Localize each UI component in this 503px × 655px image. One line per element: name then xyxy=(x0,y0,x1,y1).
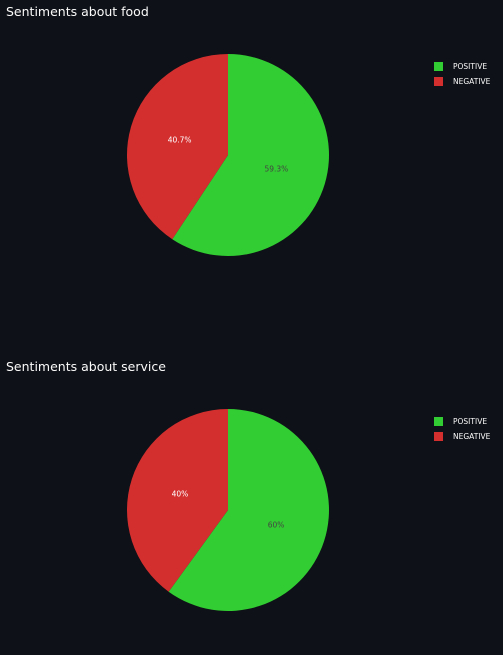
service-pie-chart: 60% 40% xyxy=(126,409,329,611)
chart-legend: POSITIVE NEGATIVE xyxy=(434,414,490,444)
legend-swatch-positive xyxy=(434,62,443,71)
legend-swatch-positive xyxy=(434,417,443,426)
pie-slice-positive[interactable] xyxy=(172,54,329,256)
pie-label-positive: 59.3% xyxy=(264,165,288,174)
pie-slice-positive[interactable] xyxy=(168,409,329,611)
pie-label-negative: 40.7% xyxy=(168,135,192,144)
service-sentiment-panel: Sentiments about service 60% 40% POSITIVE… xyxy=(0,355,503,655)
chart-title: Sentiments about food xyxy=(6,4,149,19)
food-pie-chart: 59.3% 40.7% xyxy=(126,54,329,256)
legend-swatch-negative xyxy=(434,77,443,86)
chart-title: Sentiments about service xyxy=(6,359,166,374)
legend-label-positive: POSITIVE xyxy=(453,417,488,426)
legend-item-negative[interactable]: NEGATIVE xyxy=(434,74,490,89)
legend-swatch-negative xyxy=(434,432,443,441)
legend-item-positive[interactable]: POSITIVE xyxy=(434,59,490,74)
pie-label-positive: 60% xyxy=(268,521,285,530)
legend-label-negative: NEGATIVE xyxy=(453,432,491,441)
legend-item-negative[interactable]: NEGATIVE xyxy=(434,429,490,444)
pie-label-negative: 40% xyxy=(172,489,189,498)
legend-label-negative: NEGATIVE xyxy=(453,77,491,86)
legend-label-positive: POSITIVE xyxy=(453,62,488,71)
legend-item-positive[interactable]: POSITIVE xyxy=(434,414,490,429)
pie-slice-negative[interactable] xyxy=(126,54,228,240)
food-sentiment-panel: Sentiments about food 59.3% 40.7% POSITIV… xyxy=(0,0,503,300)
chart-legend: POSITIVE NEGATIVE xyxy=(434,59,490,89)
pie-slice-negative[interactable] xyxy=(126,409,228,592)
